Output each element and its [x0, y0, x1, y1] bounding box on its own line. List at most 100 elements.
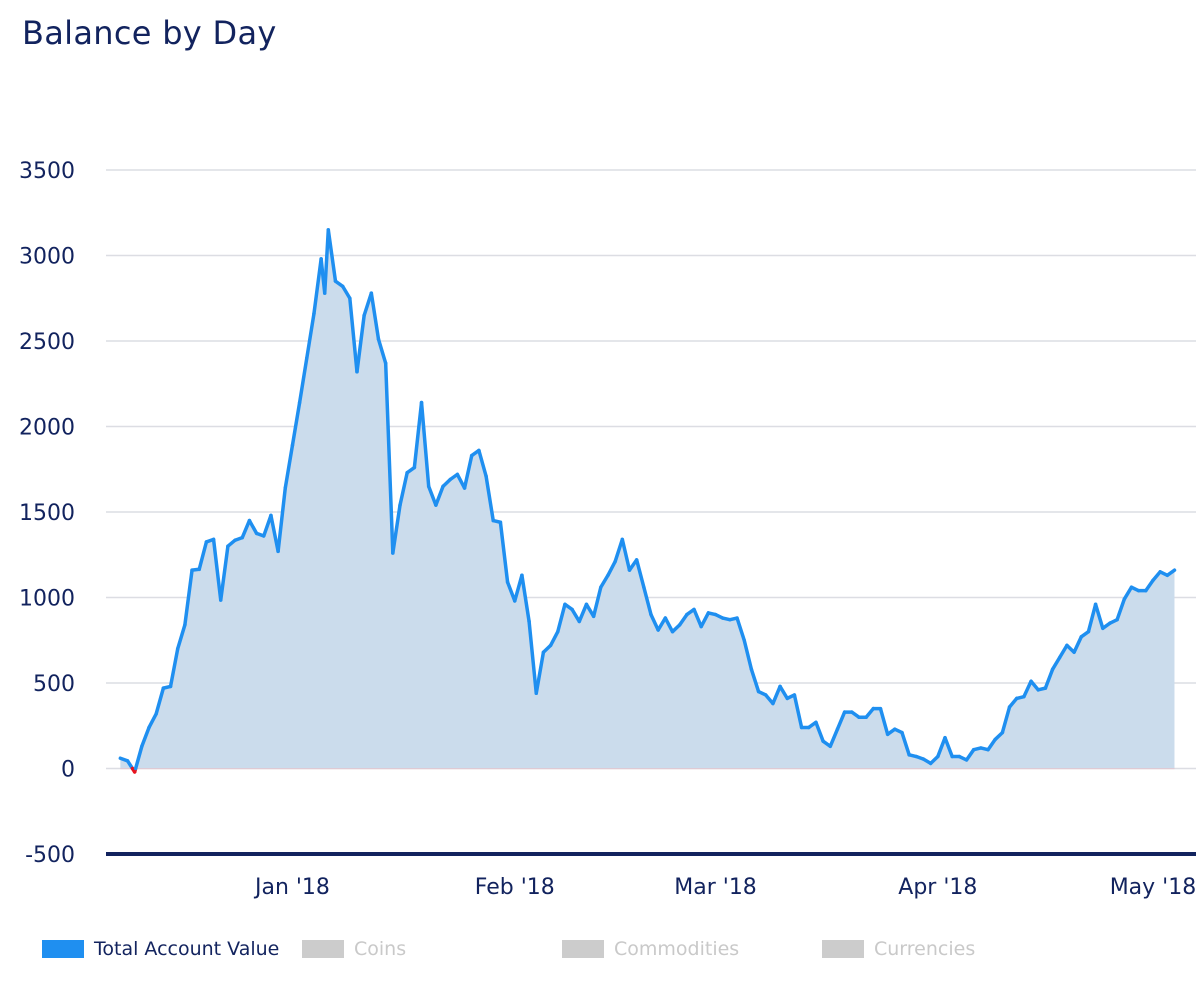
series-line-segment [771, 684, 782, 706]
x-tick-label: Jan '18 [253, 875, 330, 900]
legend-swatch [42, 940, 84, 958]
series-line-segment [498, 520, 510, 584]
legend-item-currencies[interactable]: Currencies [822, 938, 975, 960]
series-line-segment [1050, 655, 1062, 672]
series-line-segment [434, 484, 445, 507]
series-line-segment [183, 568, 194, 627]
series-line-segment [692, 607, 703, 629]
chart-title: Balance by Day [22, 14, 277, 52]
series-line-segment [1151, 570, 1162, 583]
series-line-segment [262, 513, 273, 538]
series-line-segment [426, 484, 438, 507]
series-line-segment [520, 573, 531, 624]
series-line-segment [699, 611, 711, 629]
legend-item-total-account-value[interactable]: Total Account Value [42, 938, 279, 960]
series-line-segment [835, 710, 847, 731]
y-tick-label: 1500 [19, 501, 75, 526]
series-line-segment [1029, 679, 1040, 692]
series-line-segment [642, 585, 653, 617]
series-line-segment [340, 284, 352, 300]
series-line-segment [140, 725, 151, 749]
legend-swatch [302, 940, 344, 958]
series-line-segment [168, 647, 180, 689]
series-line-segment [218, 544, 230, 602]
series-line-segment [677, 612, 689, 627]
series-line-segment [305, 311, 316, 360]
y-tick-label: 1000 [19, 587, 75, 612]
y-tick-label: 3500 [19, 159, 75, 184]
series-line-segment [656, 616, 668, 632]
series-line-segment [864, 706, 876, 719]
series-line-segment [735, 616, 746, 642]
series-line-segment [1165, 568, 1177, 578]
series-line-segment [175, 623, 187, 651]
series-line-segment [1058, 643, 1069, 660]
series-line-segment [348, 296, 359, 374]
series-line-segment [412, 400, 424, 470]
legend-label: Currencies [874, 938, 976, 960]
series-line-segment [599, 573, 610, 589]
series-line-segment [1115, 597, 1127, 622]
series-line-segment [398, 470, 409, 507]
series-area-fill [120, 229, 1175, 772]
series-line-segment [878, 706, 890, 737]
series-line-segment [290, 400, 302, 448]
series-line-segment [513, 573, 524, 603]
series-line-segment [591, 585, 603, 619]
series-line-segment [749, 667, 761, 694]
series-line-segment [778, 684, 789, 701]
series-line-segment [505, 580, 517, 603]
series-line-segment [943, 735, 954, 759]
series-line-segment [1072, 635, 1084, 654]
x-axis-ticks: Jan '18 Feb '18 Mar '18 Apr '18 May '18 [253, 875, 1196, 900]
series-line-segment [620, 537, 632, 572]
series-line-segment [1122, 585, 1134, 601]
series-line-segment [462, 453, 474, 490]
series-line-segment [376, 337, 388, 365]
series-line-segment [577, 602, 589, 624]
series-line-segment [484, 474, 495, 523]
y-tick-label: -500 [25, 843, 75, 868]
series-line-segment [322, 228, 331, 295]
series-line-segment [613, 537, 625, 564]
series-line-segment [936, 735, 947, 759]
series-line-segment [1093, 602, 1105, 631]
series-line-segment [240, 518, 252, 540]
series-line-segment [663, 616, 675, 634]
legend-label: Total Account Value [94, 938, 280, 960]
series-line [118, 228, 1177, 774]
series-line-segment [1086, 602, 1098, 634]
series-line-segment [369, 291, 381, 342]
series-line-segment [828, 727, 840, 749]
legend-item-coins[interactable]: Coins [302, 938, 406, 960]
series-line-segment [1043, 667, 1055, 690]
series-line-segment [527, 619, 539, 696]
legend-item-commodities[interactable]: Commodities [562, 938, 739, 960]
series-line-segment [147, 712, 158, 730]
y-tick-label: 3000 [19, 245, 75, 270]
series-line-segment [634, 558, 646, 589]
y-tick-label: 2500 [19, 330, 75, 355]
series-line-segment [534, 650, 546, 696]
legend-label: Commodities [614, 938, 740, 960]
series-line-segment [900, 730, 911, 757]
series-line-segment [197, 540, 209, 572]
series-line-segment [606, 559, 617, 578]
y-tick-label: 0 [61, 758, 75, 783]
legend-label: Coins [354, 938, 407, 960]
series-line-segment [814, 720, 825, 743]
y-tick-label: 500 [33, 672, 75, 697]
series-line-segment [419, 400, 431, 489]
series-line-segment [742, 638, 754, 672]
series-line-segment [649, 612, 660, 632]
series-line-segment [964, 747, 976, 762]
x-tick-label: Apr '18 [898, 875, 977, 900]
series-line-segment [211, 537, 223, 602]
y-tick-label: 2000 [19, 416, 75, 441]
x-tick-label: May '18 [1110, 875, 1197, 900]
series-line-segment [477, 448, 488, 478]
legend-swatch [822, 940, 864, 958]
series-line-segment [355, 313, 366, 374]
x-tick-label: Feb '18 [475, 875, 555, 900]
